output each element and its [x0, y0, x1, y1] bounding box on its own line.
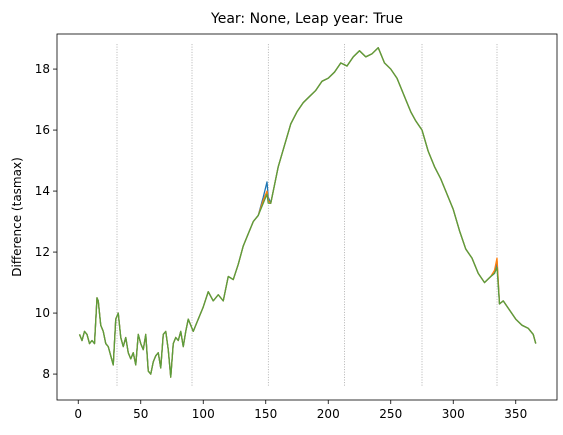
x-tick-label: 100: [192, 407, 215, 421]
y-tick-label: 16: [35, 123, 50, 137]
x-tick-label: 250: [379, 407, 402, 421]
plot-area-frame: [56, 33, 558, 401]
series-lines: [78, 47, 537, 378]
y-tick-label: 18: [35, 62, 50, 76]
y-axis-label: Difference (tasmax): [10, 157, 24, 277]
x-axis: 0 50 100 150 200 250 300 350: [74, 400, 527, 421]
x-tick-label: 150: [254, 407, 277, 421]
x-tick-label: 350: [504, 407, 527, 421]
y-tick-label: 14: [35, 184, 50, 198]
series-line-3: [78, 47, 537, 378]
x-tick-label: 300: [442, 407, 465, 421]
y-tick-label: 10: [35, 306, 50, 320]
x-tick-label: 200: [317, 407, 340, 421]
chart-title: Year: None, Leap year: True: [210, 11, 403, 27]
y-tick-label: 8: [42, 367, 50, 381]
y-axis: 8 10 12 14 16 18: [35, 62, 57, 381]
x-tick-label: 50: [133, 407, 148, 421]
x-tick-label: 0: [74, 407, 82, 421]
y-tick-label: 12: [35, 245, 50, 259]
